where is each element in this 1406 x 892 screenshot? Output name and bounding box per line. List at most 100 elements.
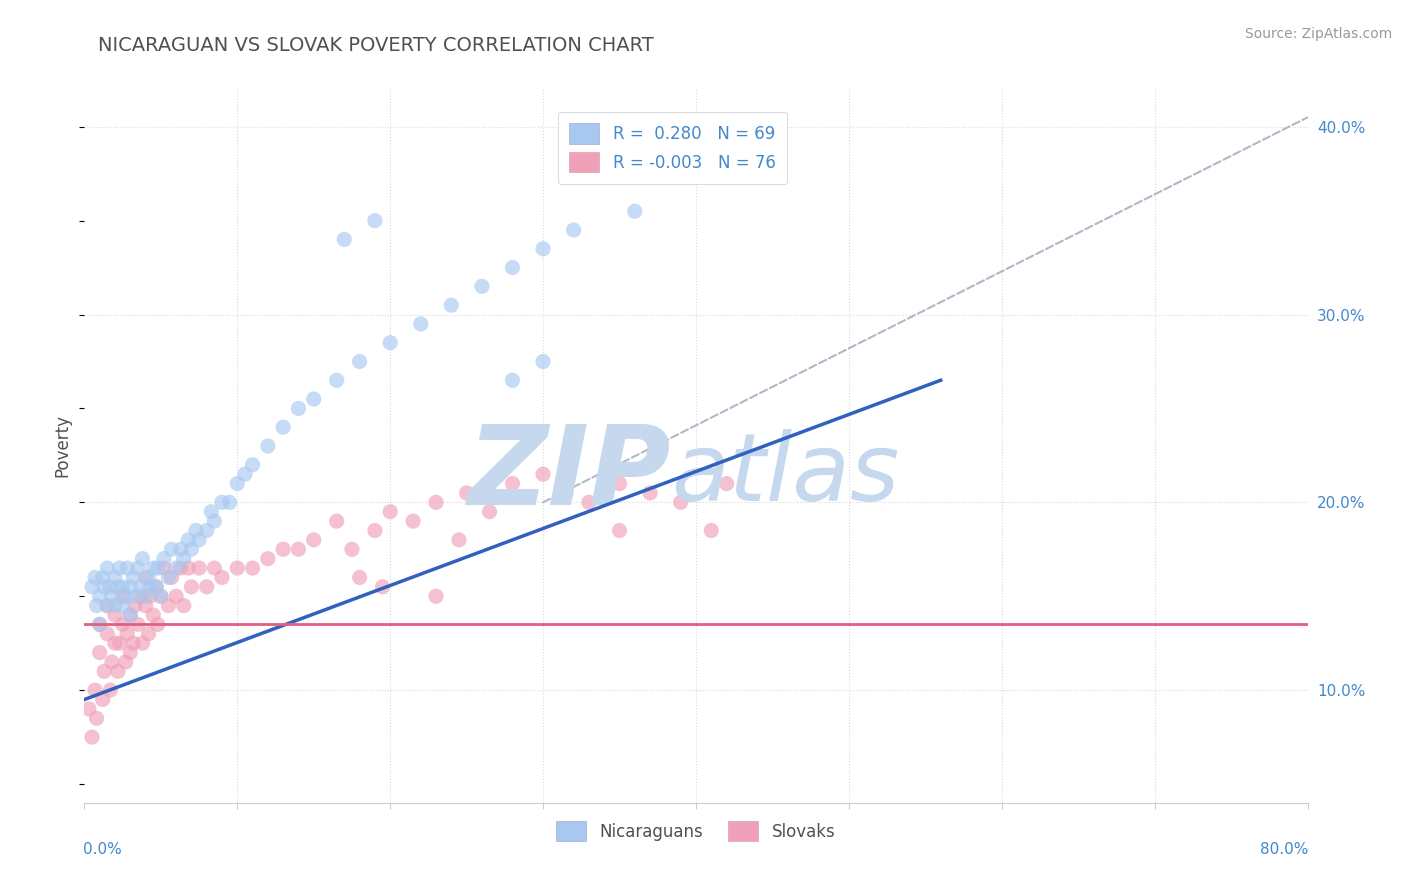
- Point: [96, 561, 118, 575]
- Point: [349, 570, 371, 584]
- Point: [131, 551, 153, 566]
- Point: [302, 533, 325, 547]
- Point: [129, 589, 152, 603]
- Point: [562, 223, 585, 237]
- Point: [108, 636, 131, 650]
- Text: Source: ZipAtlas.com: Source: ZipAtlas.com: [1244, 27, 1392, 41]
- Point: [114, 655, 136, 669]
- Point: [122, 636, 145, 650]
- Point: [89, 617, 111, 632]
- Point: [86, 599, 108, 613]
- Point: [502, 260, 524, 275]
- Point: [111, 599, 134, 613]
- Point: [226, 476, 249, 491]
- Point: [131, 636, 153, 650]
- Point: [80, 730, 103, 744]
- Point: [157, 599, 180, 613]
- Point: [115, 561, 138, 575]
- Point: [93, 580, 115, 594]
- Point: [145, 580, 167, 594]
- Point: [1236, 814, 1258, 829]
- Point: [124, 589, 146, 603]
- Text: NICARAGUAN VS SLOVAK POVERTY CORRELATION CHART: NICARAGUAN VS SLOVAK POVERTY CORRELATION…: [98, 36, 654, 54]
- Point: [170, 561, 193, 575]
- Point: [111, 589, 134, 603]
- Point: [609, 476, 631, 491]
- Point: [364, 213, 387, 227]
- Point: [80, 580, 103, 594]
- Point: [122, 570, 145, 584]
- Point: [101, 655, 124, 669]
- Point: [302, 392, 325, 406]
- Point: [233, 467, 256, 482]
- Point: [145, 580, 167, 594]
- Point: [139, 580, 162, 594]
- Point: [180, 542, 202, 557]
- Point: [380, 335, 402, 350]
- Point: [202, 561, 225, 575]
- Point: [333, 232, 356, 246]
- Point: [114, 589, 136, 603]
- Point: [425, 589, 447, 603]
- Point: [195, 580, 218, 594]
- Point: [93, 665, 115, 679]
- Point: [160, 570, 183, 584]
- Point: [716, 476, 738, 491]
- Point: [149, 589, 172, 603]
- Point: [101, 589, 124, 603]
- Point: [86, 711, 108, 725]
- Point: [669, 495, 692, 509]
- Point: [96, 627, 118, 641]
- Point: [89, 646, 111, 660]
- Text: 0.0%: 0.0%: [83, 842, 122, 857]
- Point: [257, 439, 280, 453]
- Point: [609, 524, 631, 538]
- Point: [104, 570, 127, 584]
- Point: [149, 589, 172, 603]
- Point: [120, 646, 142, 660]
- Point: [98, 580, 121, 594]
- Point: [425, 495, 447, 509]
- Point: [478, 505, 501, 519]
- Point: [177, 533, 200, 547]
- Point: [84, 570, 107, 584]
- Point: [188, 561, 211, 575]
- Point: [502, 476, 524, 491]
- Point: [271, 542, 294, 557]
- Point: [104, 636, 127, 650]
- Point: [165, 589, 187, 603]
- Point: [242, 561, 264, 575]
- Point: [578, 495, 600, 509]
- Legend: Nicaraguans, Slovaks: Nicaraguans, Slovaks: [550, 814, 842, 848]
- Point: [211, 570, 233, 584]
- Point: [96, 599, 118, 613]
- Point: [257, 551, 280, 566]
- Point: [104, 599, 127, 613]
- Point: [98, 683, 121, 698]
- Point: [211, 495, 233, 509]
- Point: [447, 533, 470, 547]
- Point: [531, 467, 554, 482]
- Text: atlas: atlas: [672, 429, 900, 520]
- Point: [89, 617, 111, 632]
- Point: [271, 420, 294, 434]
- Point: [287, 542, 309, 557]
- Text: ZIP: ZIP: [468, 421, 672, 528]
- Point: [218, 495, 240, 509]
- Point: [89, 589, 111, 603]
- Point: [111, 580, 134, 594]
- Point: [471, 279, 494, 293]
- Point: [120, 607, 142, 622]
- Point: [142, 561, 165, 575]
- Point: [531, 242, 554, 256]
- Point: [409, 317, 432, 331]
- Point: [146, 561, 169, 575]
- Point: [349, 354, 371, 368]
- Point: [84, 683, 107, 698]
- Point: [195, 524, 218, 538]
- Point: [139, 589, 162, 603]
- Point: [380, 505, 402, 519]
- Point: [242, 458, 264, 472]
- Point: [124, 599, 146, 613]
- Point: [129, 580, 152, 594]
